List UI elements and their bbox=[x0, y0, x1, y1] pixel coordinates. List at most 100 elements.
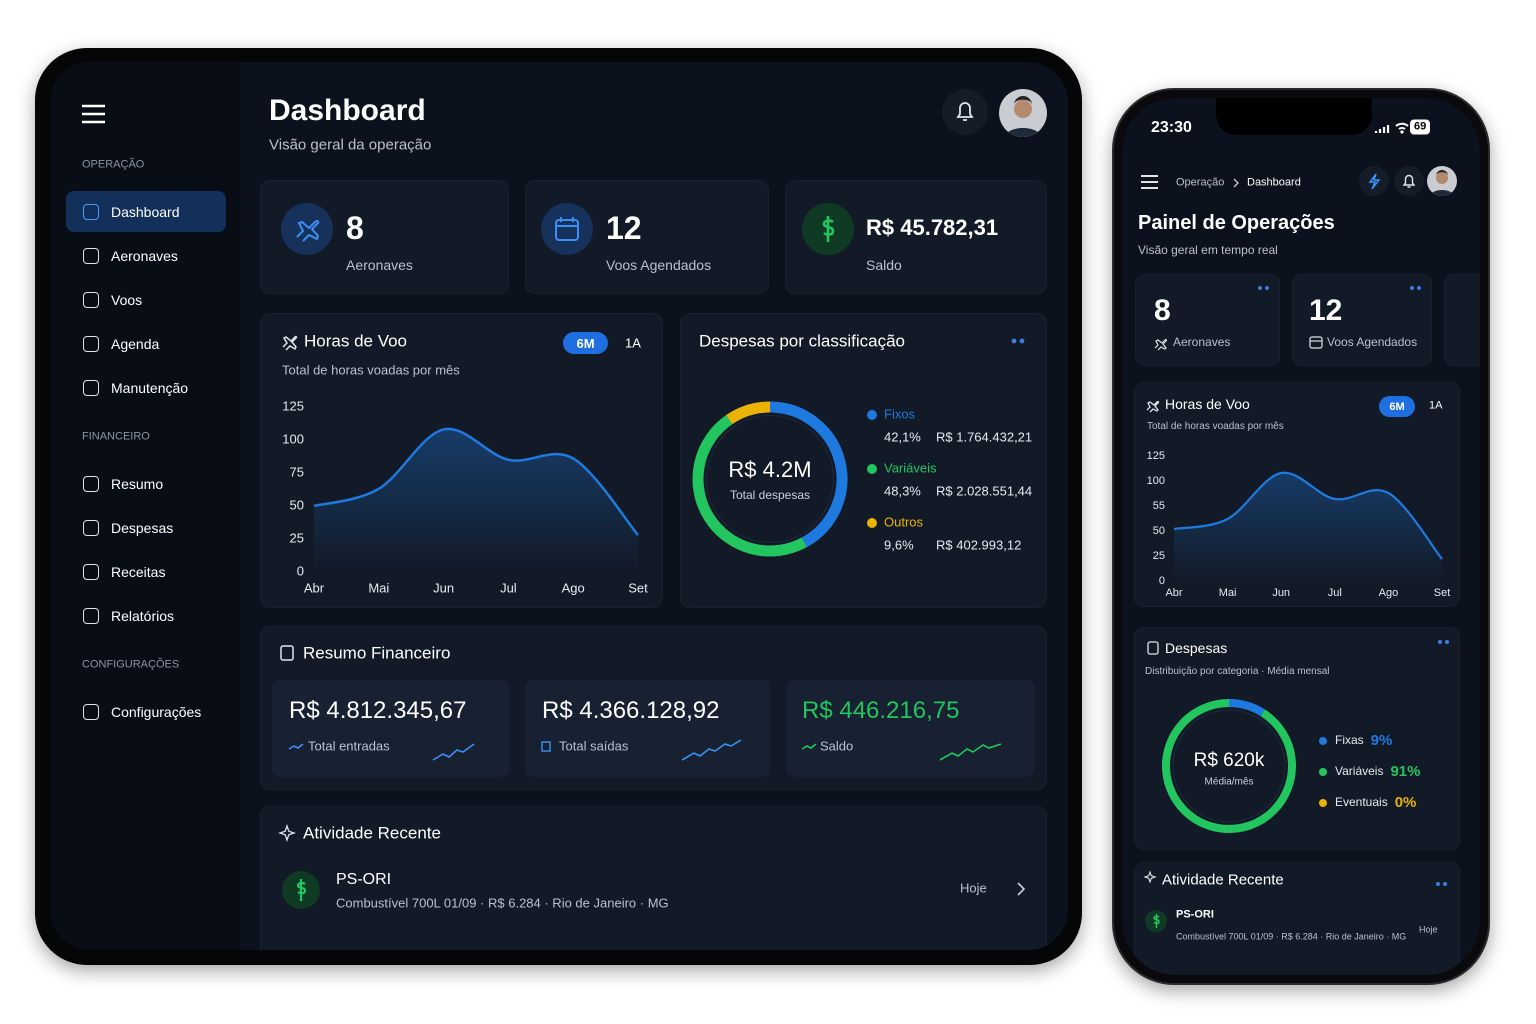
summary-card: Resumo Financeiro R$ 4.812.345,67 Total … bbox=[260, 626, 1047, 790]
battery: 69 bbox=[1410, 119, 1431, 135]
summary-label: Total saídas bbox=[559, 738, 629, 754]
stat-icon bbox=[541, 203, 593, 255]
icon bbox=[1146, 400, 1160, 413]
nav-item[interactable]: Voos bbox=[111, 292, 143, 308]
donut-center-value: R$ 620k bbox=[1194, 750, 1265, 771]
menu-button[interactable] bbox=[1141, 175, 1159, 189]
chart-card: Despesas Distribuição por categoria · Mé… bbox=[1134, 627, 1460, 850]
summary-label: Total entradas bbox=[308, 738, 390, 754]
more-button[interactable] bbox=[1437, 639, 1453, 645]
area bbox=[1174, 472, 1442, 581]
y-tick-label: 25 bbox=[290, 530, 304, 545]
icon bbox=[278, 824, 296, 842]
legend-dot bbox=[1319, 737, 1327, 745]
legend-label: Fixos bbox=[884, 406, 916, 421]
icon bbox=[1309, 336, 1323, 349]
breadcrumb[interactable]: Operação bbox=[1176, 176, 1225, 189]
y-tick-label: 100 bbox=[1147, 475, 1165, 487]
nav-icon bbox=[83, 476, 99, 492]
x-tick-label: Abr bbox=[1165, 587, 1182, 599]
legend-dot bbox=[867, 464, 877, 474]
legend-value: 42,1% bbox=[884, 429, 921, 444]
page-title: Painel de Operações bbox=[1138, 212, 1335, 234]
nav-item[interactable]: Resumo bbox=[111, 476, 164, 492]
y-tick-label: 75 bbox=[290, 464, 304, 479]
range-toggle[interactable]: 6M bbox=[1379, 396, 1415, 417]
stat-card bbox=[1444, 274, 1480, 366]
icon bbox=[280, 645, 294, 661]
nav-item[interactable]: Relatórios bbox=[111, 608, 175, 624]
notification-button[interactable] bbox=[1394, 166, 1424, 196]
x-tick-label: Mai bbox=[1219, 587, 1237, 599]
y-tick-label: 125 bbox=[282, 398, 304, 413]
stat-card: R$ 45.782,31 Saldo bbox=[785, 180, 1047, 294]
notification-button[interactable] bbox=[942, 89, 988, 135]
section-title: Atividade Recente bbox=[303, 823, 441, 843]
activity-title[interactable]: PS-ORI bbox=[1176, 908, 1214, 921]
nav-item[interactable]: Agenda bbox=[111, 336, 160, 352]
donut-chart: R$ 620k Média/mês Fixas 9% Variáveis 91% Eve… bbox=[1162, 699, 1421, 833]
legend-amount: R$ 2.028.551,44 bbox=[936, 483, 1032, 498]
status-icons bbox=[1374, 122, 1409, 134]
avatar[interactable] bbox=[999, 89, 1047, 137]
stat-card: 12 Voos Agendados bbox=[525, 180, 769, 294]
legend-amount: R$ 1.764.432,21 bbox=[936, 429, 1032, 444]
more-button[interactable] bbox=[1011, 338, 1031, 344]
summary-value: R$ 4.812.345,67 bbox=[289, 697, 467, 724]
donut-segment bbox=[1228, 699, 1265, 717]
nav-icon bbox=[83, 336, 99, 352]
menu-button[interactable] bbox=[82, 104, 106, 124]
legend-label: Variáveis bbox=[884, 460, 937, 475]
line bbox=[313, 427, 639, 536]
nav-icon bbox=[83, 704, 99, 720]
line-chart: 0 25 50 75 100 125 Abr Mai Jun Jul Ago Set bbox=[282, 398, 648, 595]
stat-card: 8 Aeronaves bbox=[260, 180, 509, 294]
nav-icon bbox=[83, 564, 99, 580]
chart-title: Despesas bbox=[1165, 640, 1228, 656]
stat-icon bbox=[281, 203, 333, 255]
nav-icon bbox=[83, 520, 99, 536]
nav-section-title: OPERAÇÃO bbox=[82, 158, 145, 171]
nav-item[interactable]: Dashboard bbox=[111, 204, 180, 220]
stat-label: Aeronaves bbox=[346, 257, 413, 273]
legend-value: 48,3% bbox=[884, 483, 921, 498]
x-tick-label: Jun bbox=[433, 580, 454, 595]
nav-item[interactable]: Manutenção bbox=[111, 380, 189, 396]
activity-detail: Combustível 700L 01/09 · R$ 6.284 · Rio … bbox=[1176, 932, 1407, 942]
avatar[interactable] bbox=[1427, 166, 1457, 196]
donut-center-value: R$ 4.2M bbox=[728, 457, 811, 482]
nav-icon bbox=[83, 204, 99, 220]
chart-title: Horas de Voo bbox=[304, 331, 408, 351]
x-tick-label: Mai bbox=[368, 580, 389, 595]
range-toggle[interactable]: 1A bbox=[625, 335, 641, 351]
donut-center-label: Média/mês bbox=[1205, 777, 1254, 788]
stat-card: 12 Voos Agendados bbox=[1292, 274, 1432, 366]
legend-dot bbox=[1319, 768, 1327, 776]
nav-item[interactable]: Receitas bbox=[111, 564, 166, 580]
stat-value: 8 bbox=[1154, 294, 1171, 327]
more-button[interactable] bbox=[1409, 285, 1425, 291]
activity-title[interactable]: PS-ORI bbox=[336, 871, 392, 888]
summary-value: R$ 446.216,75 bbox=[802, 697, 960, 724]
x-tick-label: Jun bbox=[1272, 587, 1290, 599]
icon bbox=[1147, 641, 1159, 655]
more-button[interactable] bbox=[1435, 881, 1451, 887]
activity-time: Hoje bbox=[1419, 924, 1438, 935]
nav-item[interactable]: Configurações bbox=[111, 704, 202, 720]
legend-label: Eventuais bbox=[1335, 795, 1388, 809]
x-tick-label: Set bbox=[628, 580, 648, 595]
y-tick-label: 125 bbox=[1147, 450, 1165, 462]
stat-value: 12 bbox=[1309, 294, 1343, 327]
x-tick-label: Ago bbox=[1379, 587, 1399, 599]
nav-item[interactable]: Aeronaves bbox=[111, 248, 178, 264]
more-button[interactable] bbox=[1257, 285, 1273, 291]
chevron[interactable] bbox=[1016, 882, 1026, 896]
quick-action[interactable] bbox=[1359, 166, 1389, 196]
stat-card: 8 Aeronaves bbox=[1135, 274, 1280, 366]
legend-value: 9% bbox=[1371, 732, 1393, 749]
nav-item[interactable]: Despesas bbox=[111, 520, 174, 536]
donut-segment bbox=[1162, 699, 1296, 833]
range-toggle[interactable]: 1A bbox=[1429, 399, 1443, 412]
range-toggle[interactable]: 6M bbox=[563, 332, 608, 354]
